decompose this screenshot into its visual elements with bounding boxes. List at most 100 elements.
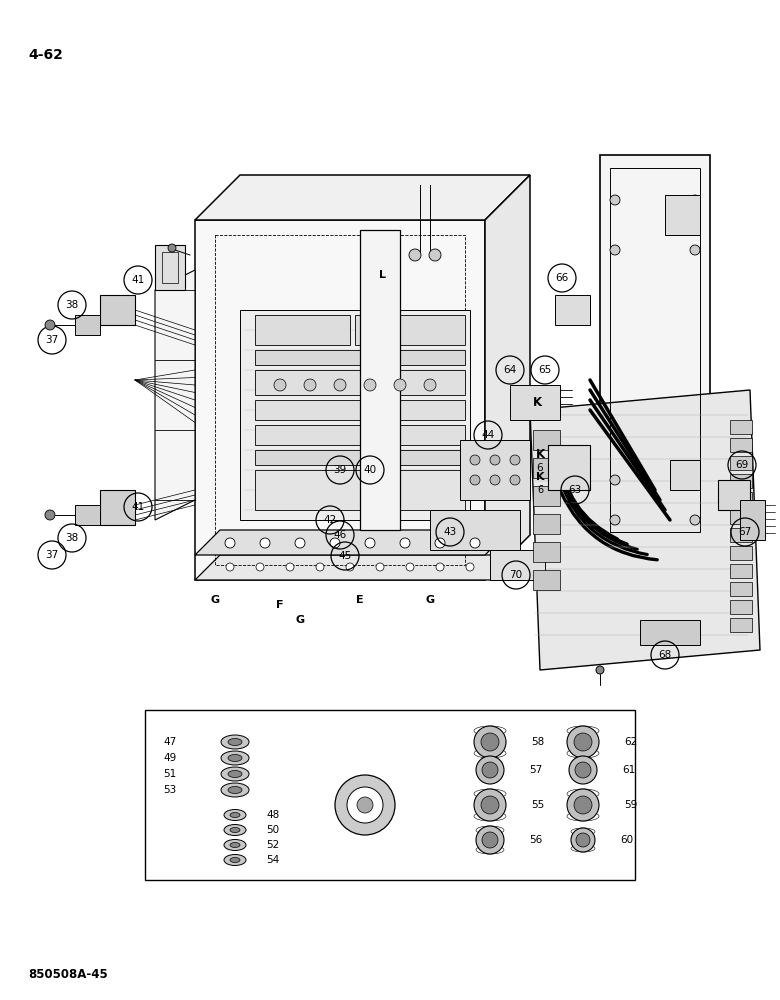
- Circle shape: [481, 733, 499, 751]
- Ellipse shape: [228, 754, 242, 762]
- Polygon shape: [740, 500, 765, 540]
- Ellipse shape: [230, 857, 240, 862]
- Polygon shape: [600, 155, 710, 545]
- Text: 6: 6: [537, 485, 543, 495]
- Polygon shape: [533, 458, 560, 478]
- Polygon shape: [730, 474, 752, 488]
- Text: 57: 57: [529, 765, 542, 775]
- Circle shape: [256, 563, 264, 571]
- Ellipse shape: [224, 824, 246, 836]
- Text: K: K: [533, 396, 541, 410]
- Circle shape: [225, 538, 235, 548]
- Text: 38: 38: [66, 533, 79, 543]
- Polygon shape: [533, 486, 560, 506]
- Circle shape: [409, 249, 421, 261]
- Circle shape: [304, 379, 316, 391]
- Polygon shape: [195, 220, 485, 580]
- Polygon shape: [730, 546, 752, 560]
- Circle shape: [690, 195, 700, 205]
- Polygon shape: [730, 582, 752, 596]
- Text: 51: 51: [163, 769, 176, 779]
- Circle shape: [394, 379, 406, 391]
- Polygon shape: [255, 425, 465, 445]
- Circle shape: [490, 455, 500, 465]
- Circle shape: [569, 756, 597, 784]
- Circle shape: [476, 756, 504, 784]
- Circle shape: [574, 796, 592, 814]
- Text: 37: 37: [45, 550, 58, 560]
- Text: G: G: [211, 595, 219, 605]
- Polygon shape: [730, 456, 752, 470]
- Polygon shape: [195, 530, 510, 555]
- Polygon shape: [75, 315, 100, 335]
- Polygon shape: [460, 440, 530, 500]
- Circle shape: [571, 828, 595, 852]
- Ellipse shape: [230, 828, 240, 832]
- Polygon shape: [195, 175, 530, 220]
- Circle shape: [481, 796, 499, 814]
- Circle shape: [316, 563, 324, 571]
- Polygon shape: [155, 270, 195, 520]
- Polygon shape: [533, 430, 560, 450]
- Circle shape: [690, 515, 700, 525]
- Text: K: K: [536, 472, 544, 482]
- Text: L: L: [378, 270, 385, 280]
- Circle shape: [274, 379, 286, 391]
- Text: 58: 58: [531, 737, 544, 747]
- Polygon shape: [665, 195, 700, 235]
- Text: 52: 52: [266, 840, 279, 850]
- Ellipse shape: [228, 770, 242, 778]
- Text: 37: 37: [45, 335, 58, 345]
- Polygon shape: [255, 370, 465, 395]
- Circle shape: [346, 563, 354, 571]
- Polygon shape: [730, 438, 752, 452]
- Circle shape: [596, 666, 604, 674]
- Text: 46: 46: [333, 530, 346, 540]
- Circle shape: [286, 563, 294, 571]
- Circle shape: [510, 455, 520, 465]
- Circle shape: [470, 455, 480, 465]
- Polygon shape: [100, 295, 135, 325]
- Polygon shape: [255, 315, 350, 345]
- Polygon shape: [730, 492, 752, 506]
- Polygon shape: [255, 350, 465, 365]
- Polygon shape: [730, 564, 752, 578]
- Circle shape: [482, 762, 498, 778]
- Ellipse shape: [224, 810, 246, 820]
- Text: 4-62: 4-62: [28, 48, 63, 62]
- Circle shape: [482, 832, 498, 848]
- Text: G: G: [296, 615, 304, 625]
- Text: 64: 64: [503, 365, 516, 375]
- Text: F: F: [276, 600, 284, 610]
- Circle shape: [490, 475, 500, 485]
- Text: 40: 40: [363, 465, 377, 475]
- Circle shape: [330, 538, 340, 548]
- Polygon shape: [530, 390, 760, 670]
- Bar: [145, 710, 635, 880]
- Text: 50: 50: [266, 825, 279, 835]
- Circle shape: [690, 245, 700, 255]
- Text: 61: 61: [622, 765, 635, 775]
- Text: 70: 70: [509, 570, 523, 580]
- Text: 43: 43: [443, 527, 456, 537]
- Circle shape: [260, 538, 270, 548]
- Text: 49: 49: [163, 753, 176, 763]
- Polygon shape: [430, 510, 520, 550]
- Polygon shape: [730, 618, 752, 632]
- Text: 47: 47: [163, 737, 176, 747]
- Circle shape: [567, 726, 599, 758]
- Text: 63: 63: [569, 485, 582, 495]
- Text: 54: 54: [266, 855, 279, 865]
- Text: 48: 48: [266, 810, 279, 820]
- Polygon shape: [730, 420, 752, 434]
- Circle shape: [574, 733, 592, 751]
- Circle shape: [474, 726, 506, 758]
- Polygon shape: [548, 445, 590, 490]
- Polygon shape: [100, 490, 135, 525]
- Text: 42: 42: [324, 515, 337, 525]
- Ellipse shape: [230, 812, 240, 818]
- Text: 60: 60: [620, 835, 633, 845]
- Text: 850508A-45: 850508A-45: [28, 968, 108, 981]
- Text: 44: 44: [481, 430, 495, 440]
- Circle shape: [168, 244, 176, 252]
